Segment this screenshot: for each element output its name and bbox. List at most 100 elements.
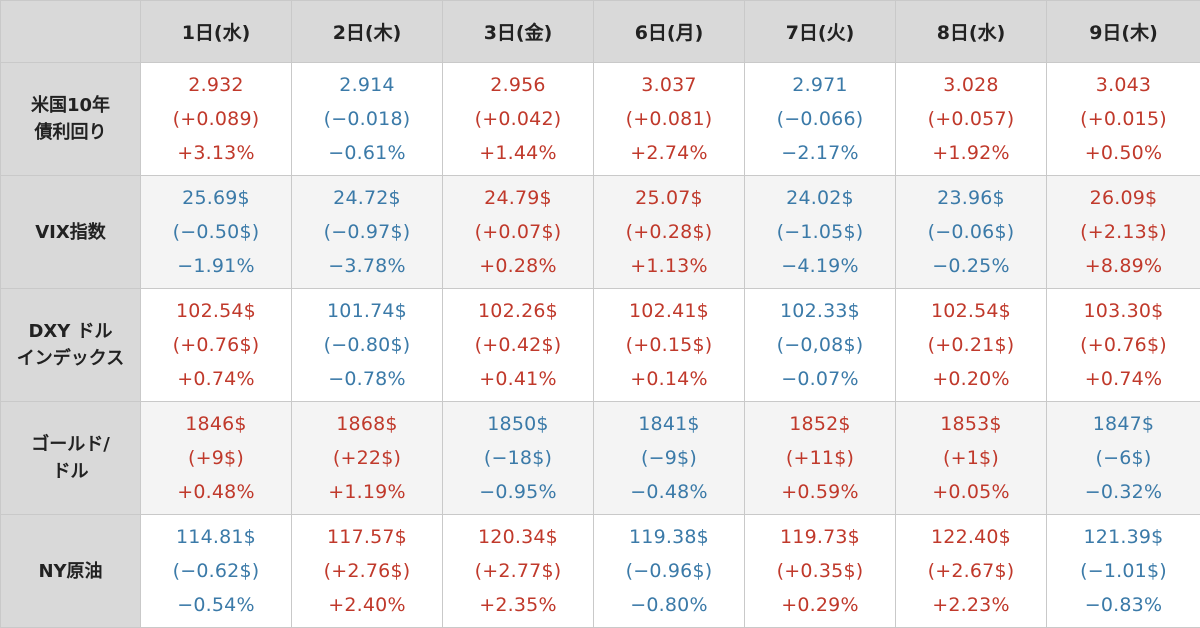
cell-value: 119.38$ <box>629 526 709 548</box>
cell-percent: −0.83% <box>1084 594 1163 616</box>
table-body: 米国10年 債利回り 2.932 (+0.089) +3.13% 2.914 (−0.018… <box>0 62 1200 628</box>
cell-change: (+0.42$) <box>474 334 562 356</box>
cell-value: 2.914 <box>339 74 395 96</box>
cell-percent: −2.17% <box>781 142 859 164</box>
data-cell: 122.40$ (+2.67$) +2.23% <box>895 514 1047 628</box>
cell-change: (−0.50$) <box>172 221 260 243</box>
data-cell: 120.34$ (+2.77$) +2.35% <box>442 514 594 628</box>
cell-value: 1850$ <box>487 413 549 435</box>
data-cell: 121.39$ (−1.01$) −0.83% <box>1046 514 1200 628</box>
data-cell: 25.69$ (−0.50$) −1.91% <box>140 175 292 289</box>
cell-percent: +0.29% <box>781 594 859 616</box>
cell-value: 102.41$ <box>629 300 709 322</box>
cell-change: (−0.62$) <box>172 560 260 582</box>
cell-value: 1847$ <box>1092 413 1155 435</box>
cell-percent: +0.41% <box>479 368 557 390</box>
row-label: 米国10年 債利回り <box>0 62 141 176</box>
data-cell: 2.914 (−0.018) −0.61% <box>291 62 443 176</box>
cell-change: (+0.35$) <box>776 560 864 582</box>
cell-percent: −0.54% <box>177 594 255 616</box>
cell-value: 3.028 <box>943 74 999 96</box>
data-cell: 1846$ (+9$) +0.48% <box>140 401 292 515</box>
cell-value: 24.72$ <box>333 187 401 209</box>
data-cell: 102.33$ (−0,08$) −0.07% <box>744 288 896 402</box>
table-row: DXY ドル インデックス 102.54$ (+0.76$) +0.74% 101.74$… <box>0 288 1200 402</box>
cell-value: 2.932 <box>188 74 244 96</box>
column-header: 8日(水) <box>895 0 1047 63</box>
cell-change: (+0.015) <box>1080 108 1167 130</box>
cell-percent: +0.05% <box>932 481 1010 503</box>
cell-value: 114.81$ <box>176 526 256 548</box>
data-cell: 117.57$ (+2.76$) +2.40% <box>291 514 443 628</box>
data-cell: 101.74$ (−0.80$) −0.78% <box>291 288 443 402</box>
table-row: 米国10年 債利回り 2.932 (+0.089) +3.13% 2.914 (−0.018… <box>0 62 1200 176</box>
cell-change: (−0.97$) <box>323 221 411 243</box>
cell-value: 102.33$ <box>780 300 860 322</box>
cell-change: (+2.67$) <box>927 560 1015 582</box>
data-cell: 1853$ (+1$) +0.05% <box>895 401 1047 515</box>
cell-change: (−0.066) <box>776 108 864 130</box>
cell-percent: −3.78% <box>328 255 406 277</box>
cell-change: (−0.80$) <box>323 334 411 356</box>
cell-value: 25.69$ <box>182 187 250 209</box>
cell-value: 121.39$ <box>1083 526 1164 548</box>
cell-percent: −0.25% <box>932 255 1010 277</box>
data-cell: 114.81$ (−0.62$) −0.54% <box>140 514 292 628</box>
cell-percent: −0.48% <box>630 481 708 503</box>
data-cell: 102.54$ (+0.76$) +0.74% <box>140 288 292 402</box>
cell-percent: −0.32% <box>1084 481 1163 503</box>
cell-value: 25.07$ <box>635 187 703 209</box>
cell-percent: +2.23% <box>932 594 1010 616</box>
cell-change: (+0.07$) <box>474 221 562 243</box>
header-row: 1日(水) 2日(木) 3日(金) 6日(月) 7日(火) 8日(水) 9日(木) <box>0 0 1200 63</box>
cell-change: (−6$) <box>1095 447 1152 469</box>
cell-percent: +3.13% <box>177 142 255 164</box>
cell-percent: +0.14% <box>630 368 708 390</box>
cell-percent: +1.13% <box>630 255 708 277</box>
cell-change: (+9$) <box>188 447 244 469</box>
data-cell: 3.028 (+0.057) +1.92% <box>895 62 1047 176</box>
cell-percent: +8.89% <box>1084 255 1163 277</box>
data-cell: 103.30$ (+0.76$) +0.74% <box>1046 288 1200 402</box>
cell-value: 103.30$ <box>1083 300 1164 322</box>
cell-change: (+0.76$) <box>1080 334 1167 356</box>
data-cell: 24.72$ (−0.97$) −3.78% <box>291 175 443 289</box>
data-cell: 1847$ (−6$) −0.32% <box>1046 401 1200 515</box>
cell-value: 1846$ <box>185 413 247 435</box>
cell-change: (+0.21$) <box>927 334 1015 356</box>
cell-percent: +1.19% <box>328 481 406 503</box>
cell-percent: +2.35% <box>479 594 557 616</box>
row-label: DXY ドル インデックス <box>0 288 141 402</box>
cell-value: 119.73$ <box>780 526 860 548</box>
cell-percent: −0.80% <box>630 594 708 616</box>
cell-change: (−1.05$) <box>776 221 864 243</box>
cell-change: (−1.01$) <box>1080 560 1167 582</box>
data-cell: 3.043 (+0.015) +0.50% <box>1046 62 1200 176</box>
data-cell: 1852$ (+11$) +0.59% <box>744 401 896 515</box>
cell-change: (+1$) <box>943 447 999 469</box>
cell-value: 23.96$ <box>937 187 1005 209</box>
data-cell: 1850$ (−18$) −0.95% <box>442 401 594 515</box>
column-header: 9日(木) <box>1046 0 1200 63</box>
cell-value: 102.54$ <box>931 300 1011 322</box>
cell-change: (+0.15$) <box>625 334 713 356</box>
row-label: VIX指数 <box>0 175 141 289</box>
cell-change: (+0.089) <box>172 108 260 130</box>
cell-percent: +0.50% <box>1084 142 1163 164</box>
cell-change: (+2.76$) <box>323 560 411 582</box>
cell-percent: +0.48% <box>177 481 255 503</box>
cell-percent: +0.59% <box>781 481 859 503</box>
cell-percent: +2.40% <box>328 594 406 616</box>
cell-percent: −0.61% <box>328 142 406 164</box>
data-cell: 102.26$ (+0.42$) +0.41% <box>442 288 594 402</box>
cell-percent: +0.74% <box>1084 368 1163 390</box>
table-row: ゴールド/ドル 1846$ (+9$) +0.48% 1868$ (+22$) +1.19%… <box>0 401 1200 515</box>
table-row: NY原油 114.81$ (−0.62$) −0.54% 117.57$ (+2.76$)… <box>0 514 1200 628</box>
cell-change: (+11$) <box>785 447 855 469</box>
column-header: 3日(金) <box>442 0 594 63</box>
data-cell: 119.38$ (−0.96$) −0.80% <box>593 514 745 628</box>
cell-change: (−9$) <box>641 447 697 469</box>
data-cell: 2.971 (−0.066) −2.17% <box>744 62 896 176</box>
row-label-line: ゴールド/ <box>31 434 110 455</box>
